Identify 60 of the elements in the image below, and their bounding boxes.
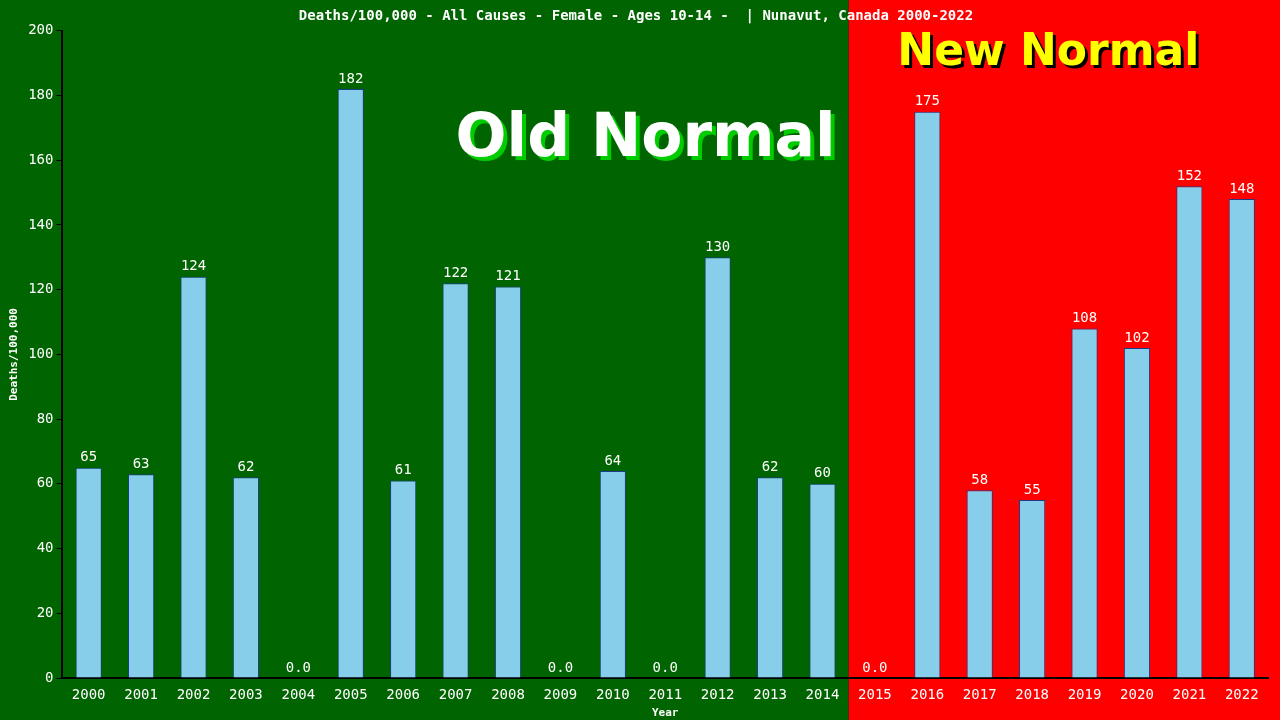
data-label: 148: [1229, 179, 1255, 196]
x-tick-label: 2004: [281, 686, 316, 703]
data-label: 108: [1071, 309, 1098, 326]
x-tick-label: 2001: [124, 686, 158, 703]
data-label: 0.0: [547, 658, 574, 675]
data-label: 124: [180, 257, 207, 274]
data-label: 175: [914, 92, 940, 109]
y-tick-label: 20: [36, 603, 54, 620]
data-label: 0.0: [285, 658, 311, 675]
y-tick-label: 100: [28, 345, 54, 362]
data-label: 58: [971, 470, 989, 487]
y-tick-label: 40: [36, 539, 54, 556]
x-tick-label: 2018: [1015, 686, 1049, 703]
data-label: 122: [442, 263, 469, 280]
x-tick-label: 2021: [1172, 686, 1207, 703]
x-tick-label: 2009: [543, 686, 578, 703]
x-tick-label: 2022: [1224, 686, 1259, 703]
data-label: 60: [814, 464, 831, 481]
y-tick-label: 140: [28, 215, 54, 232]
data-label: 62: [761, 458, 779, 475]
data-label: 182: [338, 69, 364, 86]
x-tick-label: 2012: [700, 686, 735, 703]
y-tick-label: 160: [28, 150, 54, 167]
x-tick-label: 2005: [333, 686, 368, 703]
y-tick-label: 200: [28, 21, 54, 38]
x-tick-label: 2003: [229, 686, 263, 703]
x-tick-label: 2011: [648, 686, 683, 703]
y-tick-label: 80: [36, 409, 54, 426]
x-tick-label: 2017: [962, 686, 997, 703]
data-label: 0.0: [652, 658, 678, 675]
x-tick-label: 2019: [1067, 686, 1102, 703]
data-label: 61: [394, 461, 412, 478]
x-tick-label: 2006: [386, 686, 421, 703]
y-axis-title: Deaths/100,000: [7, 308, 21, 401]
x-tick-label: 2016: [910, 686, 945, 703]
x-axis-title: Year: [651, 706, 679, 720]
x-tick-label: 2010: [595, 686, 630, 703]
data-label: 62: [237, 458, 255, 475]
data-label: 63: [132, 454, 150, 471]
x-tick-label: 2007: [438, 686, 473, 703]
data-label: 152: [1176, 166, 1203, 183]
x-tick-label: 2020: [1120, 686, 1154, 703]
x-tick-label: 2002: [176, 686, 211, 703]
x-tick-label: 2014: [805, 686, 840, 703]
data-label: 121: [495, 267, 521, 284]
x-tick-label: 2013: [753, 686, 787, 703]
x-tick-label: 2000: [71, 686, 106, 703]
data-label: 130: [705, 237, 731, 254]
y-tick-label: 120: [28, 280, 54, 297]
data-label: 64: [604, 451, 622, 468]
data-label: 0.0: [862, 658, 888, 675]
x-tick-label: 2015: [858, 686, 892, 703]
band-label: New Normal: [897, 24, 1200, 76]
data-label: 102: [1124, 328, 1150, 345]
data-label: 65: [80, 448, 98, 465]
data-label: 55: [1023, 480, 1041, 497]
y-tick-label: 0: [45, 668, 54, 685]
y-tick-label: 180: [28, 86, 54, 103]
y-tick-label: 60: [36, 474, 54, 491]
x-tick-label: 2008: [491, 686, 525, 703]
